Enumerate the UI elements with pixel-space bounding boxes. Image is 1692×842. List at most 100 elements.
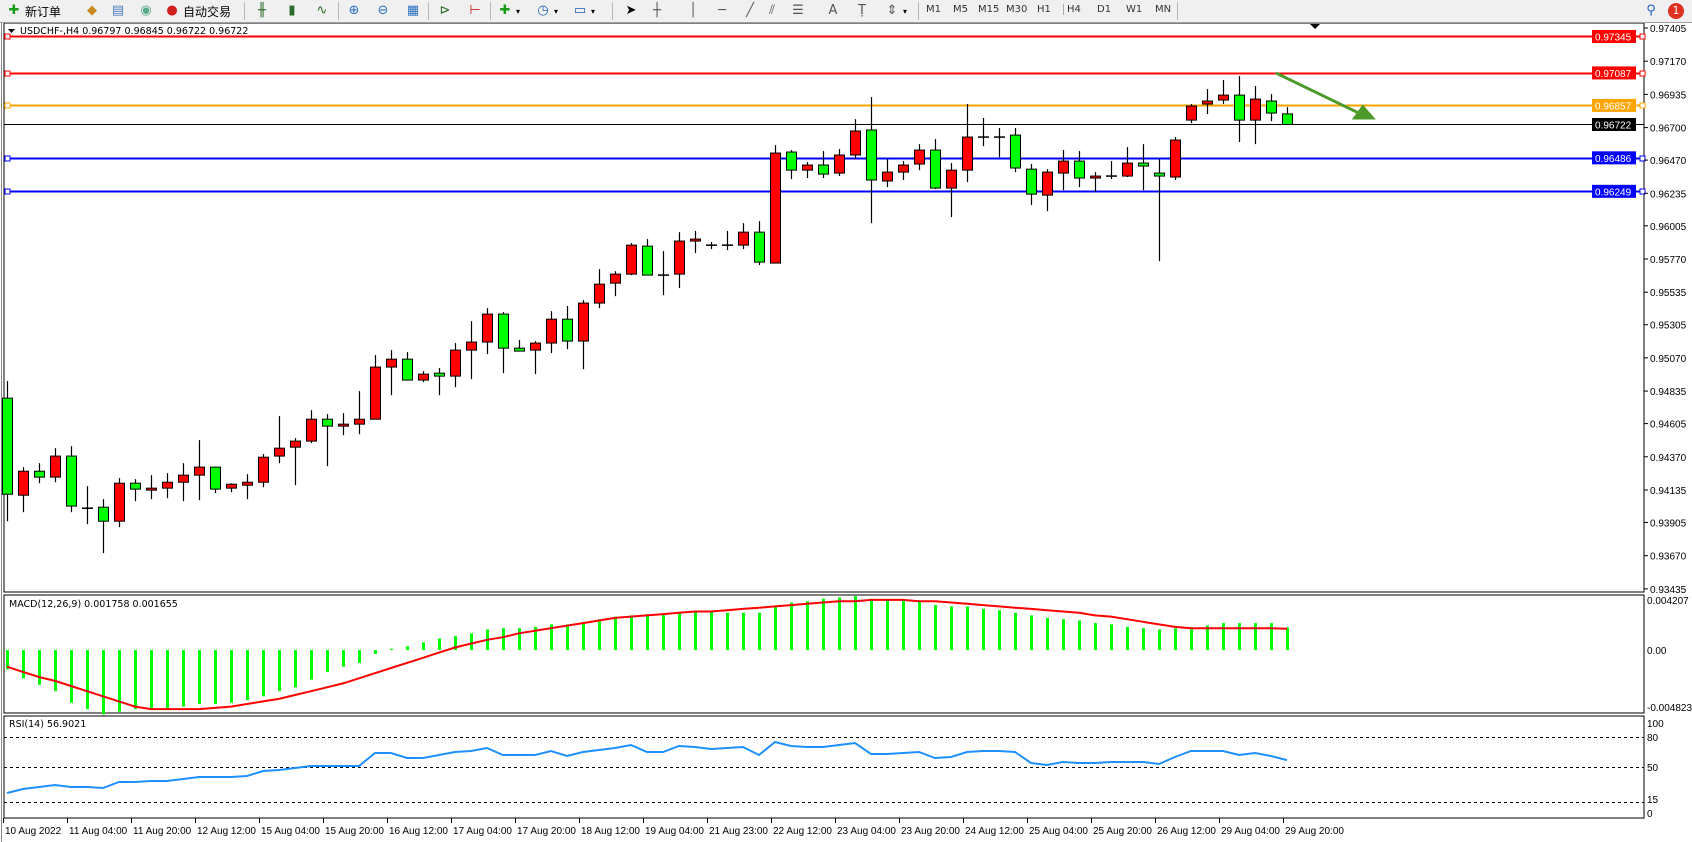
candle — [450, 343, 461, 388]
candle-body — [898, 164, 909, 173]
candle — [1250, 86, 1261, 145]
timeframe-h1[interactable]: H1 — [1037, 4, 1051, 15]
template-button[interactable]: ▭ ▾ — [572, 2, 595, 20]
tile-windows-button[interactable]: ▦ — [405, 2, 421, 20]
candle — [946, 163, 957, 218]
timeframe-m30[interactable]: M30 — [1006, 4, 1028, 15]
price-line-label: 0.96486 — [1595, 154, 1632, 165]
candle-body — [850, 130, 861, 156]
price-tick-label: 0.95535 — [1650, 288, 1687, 299]
candle — [1058, 150, 1069, 191]
price-line-label: 0.96249 — [1595, 187, 1632, 198]
candle — [66, 446, 77, 513]
macd-histogram-bar — [870, 598, 873, 651]
trendline-button[interactable]: ╱ — [742, 2, 758, 20]
price-line-label-box — [1592, 66, 1636, 80]
new-chart-button[interactable]: ✚ ▾ — [497, 2, 520, 20]
search-button[interactable]: ⚲ — [1643, 2, 1659, 20]
macd-histogram-bar — [630, 615, 633, 651]
macd-histogram-bar — [374, 650, 377, 654]
macd-histogram-bar — [214, 650, 217, 704]
candle-body — [690, 238, 701, 242]
history-button[interactable]: ◆ — [84, 2, 100, 20]
macd-histogram-bar — [774, 606, 777, 651]
macd-histogram-bar — [1222, 623, 1225, 651]
toolbar: ✚ 新订单 ◆ ▤ ◉ ● 自动交易 ╫ ▮ ∿ ⊕ ⊖ ▦ ⊳ ⊢ ✚ ▾ ◷ ▾… — [0, 0, 1692, 23]
macd-histogram-bar — [150, 650, 153, 710]
candle-body — [1250, 98, 1261, 121]
macd-histogram-bar — [694, 611, 697, 651]
zoom-in-button[interactable]: ⊕ — [346, 2, 362, 20]
timeframe-m5[interactable]: M5 — [953, 4, 968, 15]
auto-scroll-icon: ⊢ — [469, 3, 481, 18]
price-line-label-box — [1592, 98, 1636, 112]
macd-histogram-bar — [342, 650, 345, 667]
text-button[interactable]: A — [825, 2, 841, 20]
price-tick-label: 0.96470 — [1650, 156, 1687, 167]
auto-trading-button[interactable]: ● 自动交易 — [164, 2, 231, 20]
dropdown-arrow-icon: ▾ — [903, 6, 908, 16]
macd-histogram-bar — [966, 606, 969, 651]
candle-body — [274, 447, 285, 457]
candle — [114, 478, 125, 528]
market-watch-button[interactable]: ▤ — [110, 2, 126, 20]
new-chart-icon: ✚ — [499, 3, 511, 18]
candle-body — [354, 418, 365, 425]
chart-shift-button[interactable]: ⊳ — [437, 2, 453, 20]
cursor-button[interactable]: ➤ — [623, 2, 639, 20]
macd-histogram-bar — [1078, 620, 1081, 651]
notification-button[interactable]: 1 — [1668, 2, 1684, 20]
arrows-button[interactable]: ⇕ ▾ — [884, 2, 907, 20]
candle — [1234, 76, 1245, 143]
line-chart-icon: ∿ — [316, 3, 328, 18]
timeframe-h4[interactable]: H4 — [1063, 4, 1081, 15]
timeframe-w1[interactable]: W1 — [1126, 4, 1143, 15]
bar-chart-button[interactable]: ╫ — [254, 2, 270, 20]
candle — [130, 479, 141, 502]
candle — [1218, 79, 1229, 105]
auto-scroll-button[interactable]: ⊢ — [467, 2, 483, 20]
candle-body — [738, 231, 749, 246]
fibonacci-button[interactable]: ☰ — [790, 2, 806, 20]
zoom-out-button[interactable]: ⊖ — [375, 2, 391, 20]
chart-header: USDCHF-,H4 0.96797 0.96845 0.96722 0.967… — [20, 26, 248, 37]
candlestick-button[interactable]: ▮ — [284, 2, 300, 20]
price-line-label-box — [1592, 29, 1636, 43]
dropdown-arrow-icon: ▾ — [554, 6, 559, 16]
channel-button[interactable]: ⫽ — [764, 2, 780, 20]
horizontal-line-icon: ─ — [718, 3, 726, 18]
time-tick-label: 26 Aug 12:00 — [1157, 826, 1216, 837]
candle — [674, 232, 685, 289]
candle — [258, 454, 269, 488]
timeframe-d1[interactable]: D1 — [1097, 4, 1112, 15]
candle-body — [322, 418, 333, 427]
candle-body — [834, 154, 845, 174]
time-tick-label: 15 Aug 04:00 — [261, 826, 320, 837]
candle-body — [962, 136, 973, 171]
macd-histogram-bar — [102, 650, 105, 715]
trend-arrow-head-icon — [1351, 104, 1376, 120]
time-tick-label: 29 Aug 04:00 — [1221, 826, 1280, 837]
horizontal-line-button[interactable]: ─ — [714, 2, 730, 20]
text-label-button[interactable]: Ṭ — [854, 2, 870, 20]
timeframe-m1[interactable]: M1 — [926, 4, 941, 15]
new-order-button[interactable]: ✚ 新订单 — [6, 2, 61, 20]
rsi-label: RSI(14) 56.9021 — [9, 719, 86, 730]
timeframe-m15[interactable]: M15 — [978, 4, 1000, 15]
rsi-line — [6, 740, 1288, 794]
signal-button[interactable]: ◉ — [138, 2, 154, 20]
candle-body — [2, 397, 13, 495]
vertical-line-button[interactable]: │ — [685, 2, 701, 20]
clock-button[interactable]: ◷ ▾ — [535, 2, 558, 20]
macd-histogram-bar — [598, 619, 601, 651]
line-handle — [4, 155, 11, 162]
crosshair-button[interactable]: ┼ — [649, 2, 665, 20]
search-icon: ⚲ — [1646, 3, 1656, 18]
time-tick-label: 17 Aug 04:00 — [453, 826, 512, 837]
line-handle — [4, 188, 11, 195]
macd-histogram-bar — [950, 606, 953, 651]
candle — [1138, 144, 1149, 191]
line-chart-button[interactable]: ∿ — [314, 2, 330, 20]
timeframe-mn[interactable]: MN — [1155, 4, 1172, 15]
